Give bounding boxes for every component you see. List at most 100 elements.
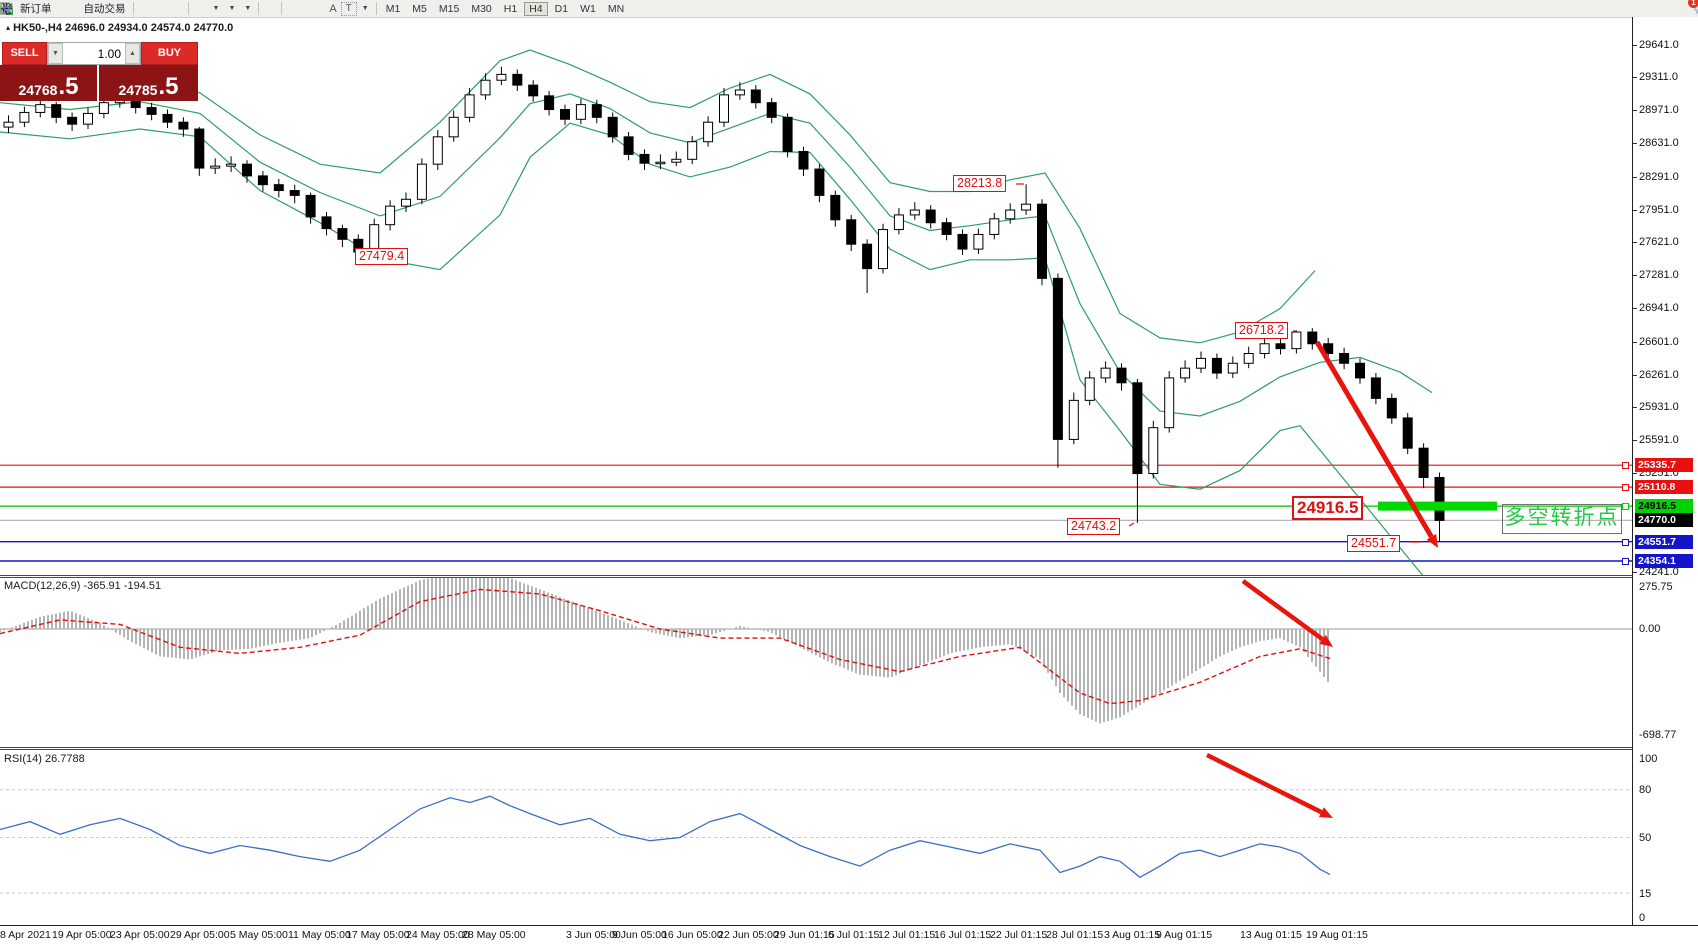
line-handle[interactable]	[1622, 462, 1629, 469]
timeframe-button-D1[interactable]: D1	[554, 2, 569, 15]
timeframe-button-MN[interactable]: MN	[607, 2, 625, 15]
rsi-label: RSI(14)	[4, 753, 42, 765]
ohlc-high: 24934.0	[107, 22, 148, 34]
line-handle[interactable]	[1622, 484, 1629, 491]
fibonacci-button[interactable]: F	[1, 1, 325, 16]
tile-windows-button[interactable]	[1, 1, 185, 16]
axis-tick-label: 27281.0	[1639, 269, 1679, 281]
chart-template-button[interactable]: ▼	[0, 1, 255, 16]
macd-axis-label: 0.00	[1639, 623, 1661, 635]
time-label: 6 Jul 01:15	[828, 929, 880, 941]
price-label-26718[interactable]: 26718.2	[1235, 322, 1289, 339]
timeframe-button-H4[interactable]: H4	[524, 1, 548, 16]
period-button[interactable]: ▼	[1, 1, 239, 16]
time-label: 19 Aug 01:15	[1306, 929, 1368, 941]
candlestick-chart-button[interactable]	[1, 1, 153, 16]
symbol-info: ▴ HK50-,H4 24696.0 24934.0 24574.0 24770…	[6, 22, 233, 34]
timeframe-button-M30[interactable]: M30	[471, 2, 492, 15]
auto-trading-button[interactable]: 自动交易	[1, 1, 130, 16]
annotation-note[interactable]: 多空转折点	[1502, 504, 1622, 534]
ohlc-open: 24696.0	[65, 22, 105, 34]
label-leader-line	[1128, 522, 1135, 527]
crosshair-button[interactable]	[1, 1, 278, 16]
new-order-button[interactable]: 新订单	[0, 1, 56, 16]
chart-shift-button[interactable]	[1, 1, 200, 16]
time-axis: 8 Apr 2021 19 Apr 05:00 23 Apr 05:00 29 Apr…	[0, 925, 1698, 944]
buy-button[interactable]: BUY	[141, 42, 198, 65]
toolbar-separator	[132, 2, 134, 15]
volume-increase-button[interactable]: ▲	[125, 43, 140, 64]
timeframe-button-M5[interactable]: M5	[412, 2, 427, 15]
time-label: 19 Apr 05:00	[52, 929, 112, 941]
price-label-27479[interactable]: 27479.4	[355, 248, 409, 265]
highlight-bar[interactable]	[1378, 501, 1497, 511]
dropdown-arrow-icon: ▼	[212, 5, 220, 12]
timeframe-button-W1[interactable]: W1	[580, 2, 596, 15]
axis-tick-mark	[1633, 275, 1637, 276]
volume-box: ▼ ▲	[47, 42, 141, 65]
svg-text:E: E	[8, 10, 12, 15]
line-handle[interactable]	[1622, 503, 1629, 510]
time-label: 17 May 05:00	[346, 929, 410, 941]
macd-value-main: -365.91	[83, 580, 121, 592]
buy-price[interactable]: 24785 .5	[99, 65, 198, 101]
horizontal-line-button[interactable]	[1, 1, 301, 16]
chart-autoscroll-button[interactable]	[1, 1, 208, 16]
panel-separator[interactable]	[0, 575, 1698, 576]
axis-tick-mark	[1633, 407, 1637, 408]
price-label-24916[interactable]: 24916.5	[1292, 496, 1364, 520]
bar-chart-button[interactable]	[1, 1, 145, 16]
volume-decrease-button[interactable]: ▼	[48, 43, 63, 64]
time-label: 9 Aug 01:15	[1156, 929, 1213, 941]
cursor-button[interactable]	[3, 1, 270, 16]
text-label-icon: T	[345, 2, 352, 14]
timeframe-button-M1[interactable]: M1	[385, 2, 401, 15]
sell-price-main: 24768	[18, 82, 58, 98]
axis-tick-label: 24241.0	[1639, 566, 1679, 578]
toolbar-separator	[375, 2, 377, 15]
add-indicator-button[interactable]: ▼	[0, 1, 224, 16]
macd-signal-line	[0, 588, 1331, 705]
equidistant-channel-button[interactable]: E	[0, 1, 317, 16]
zoom-in-button[interactable]	[1, 1, 169, 16]
yellow-cube-button[interactable]	[1, 1, 64, 16]
buy-price-main: 24785	[118, 82, 158, 98]
axis-tick-label: 28971.0	[1639, 104, 1679, 116]
text-button[interactable]: A	[325, 1, 340, 16]
toolbar-separator	[258, 2, 260, 15]
bollinger-bands	[0, 49, 1433, 575]
green-signal-button[interactable]	[0, 1, 80, 16]
timeframe-button-M15[interactable]: M15	[438, 2, 460, 15]
line-handle[interactable]	[1622, 558, 1629, 565]
axis-tick-mark	[1633, 473, 1637, 474]
panel-separator[interactable]	[0, 747, 1698, 748]
time-label: 3 Aug 01:15	[1104, 929, 1161, 941]
line-chart-button[interactable]	[0, 1, 161, 16]
time-label: 12 Jul 01:15	[878, 929, 936, 941]
ohlc-close: 24770.0	[193, 22, 234, 34]
price-label-24743[interactable]: 24743.2	[1067, 518, 1121, 535]
time-label: 24 May 05:00	[406, 929, 470, 941]
arrows-button[interactable]: ▼	[2, 1, 373, 16]
timeframe-button-H1[interactable]: H1	[503, 2, 518, 15]
trendline-icon	[1, 3, 12, 14]
volume-input[interactable]	[63, 43, 125, 64]
macd-axis-label: 275.75	[1639, 581, 1673, 593]
text-label-button[interactable]: T	[340, 1, 357, 16]
sell-button[interactable]: SELL	[2, 42, 47, 65]
rsi-axis-label: 80	[1639, 784, 1652, 796]
price-label-28213[interactable]: 28213.8	[953, 175, 1007, 192]
trendline-button[interactable]	[1, 1, 309, 16]
sell-price[interactable]: 24768 .5	[0, 65, 97, 101]
axis-tick-mark	[1633, 77, 1637, 78]
time-label: 29 Jun 01:15	[774, 929, 835, 941]
axis-tick-mark	[1633, 110, 1637, 111]
line-handle[interactable]	[1622, 539, 1629, 546]
zoom-out-button[interactable]	[1, 1, 177, 16]
auto-trading-label: 自动交易	[83, 3, 126, 15]
bollinger-lower-line	[0, 122, 1424, 575]
user-chart-button[interactable]	[0, 1, 72, 16]
vertical-line-button[interactable]	[6, 1, 293, 16]
price-label-24551[interactable]: 24551.7	[1347, 535, 1401, 552]
